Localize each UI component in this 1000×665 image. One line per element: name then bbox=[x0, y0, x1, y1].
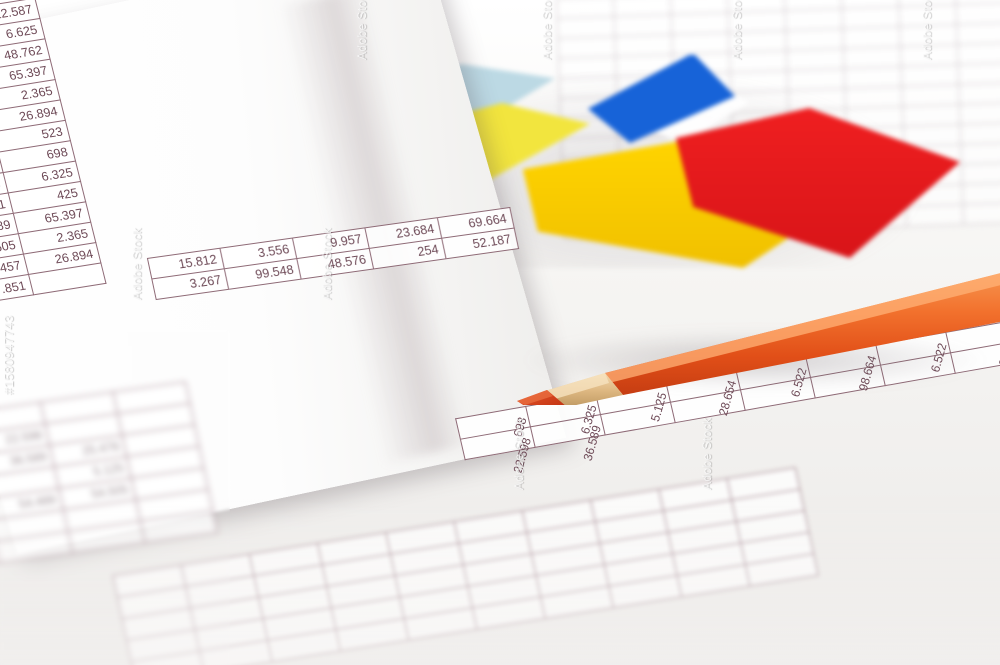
watermark-tile: Adobe Stock bbox=[320, 227, 334, 300]
watermark-tile: Adobe Stock bbox=[355, 0, 369, 60]
watermark-tile: Adobe Stock bbox=[730, 0, 744, 60]
watermark-tile: Adobe Stock bbox=[512, 417, 526, 490]
watermark-asset-id: #1580947743 bbox=[2, 315, 16, 395]
pencil-shadow bbox=[520, 330, 990, 390]
watermark-tile: Adobe Stock bbox=[130, 227, 144, 300]
watermark-tile: Adobe Stock bbox=[920, 0, 934, 60]
watermark-tile: Adobe Stock bbox=[540, 0, 554, 60]
watermark-tile: Adobe Stock bbox=[700, 417, 714, 490]
